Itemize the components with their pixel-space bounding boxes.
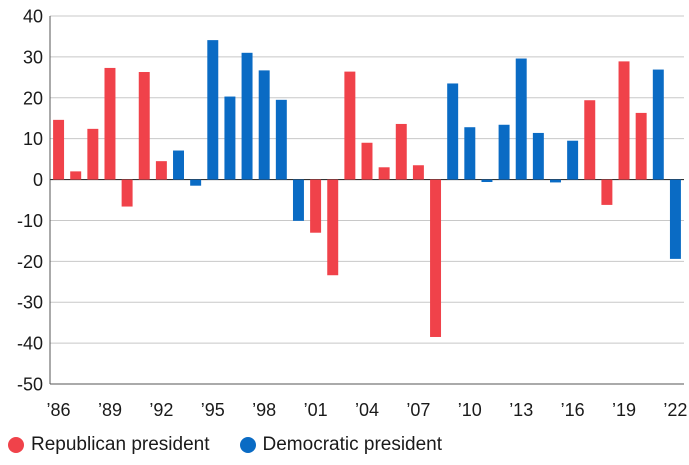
bar-2016 — [567, 140, 579, 180]
bar-2001 — [310, 179, 322, 233]
bar-2021 — [652, 69, 664, 180]
y-tick-label: 0 — [33, 170, 43, 190]
y-tick-label: -10 — [17, 211, 43, 231]
chart-svg: 40 30 20 10 0 -10 -20 -30 -40 -50’86 ’89 ’92 ’95 ’98 ’… — [17, 7, 687, 421]
bar-1990 — [121, 179, 133, 207]
bar-2012 — [498, 124, 510, 180]
bar-2007 — [412, 165, 424, 180]
x-tick-label: ’04 — [355, 400, 379, 420]
x-tick-label: ’95 — [201, 400, 225, 420]
x-tick-label: ’10 — [458, 400, 482, 420]
bar-2017 — [584, 100, 596, 180]
bar-1993 — [173, 150, 184, 180]
x-tick-label: ’13 — [509, 400, 533, 420]
bar-1994 — [190, 179, 202, 186]
bar-1986 — [53, 119, 65, 180]
bar-2018 — [601, 179, 613, 205]
x-tick-label: ’19 — [612, 400, 636, 420]
x-tick-label: ’16 — [561, 400, 585, 420]
y-tick-label: 20 — [23, 88, 43, 108]
bar-1997 — [241, 52, 253, 180]
bar-2005 — [378, 167, 390, 180]
bar-2003 — [344, 71, 356, 180]
gridlines — [50, 15, 684, 385]
x-tick-label: ’01 — [304, 400, 328, 420]
x-tick-label: ’92 — [149, 400, 173, 420]
legend-label-republican: Republican president — [31, 434, 210, 455]
bar-1991 — [138, 72, 150, 180]
bar-2009 — [447, 83, 459, 180]
bar-1989 — [104, 67, 116, 180]
bar-2002 — [327, 179, 339, 276]
y-tick-label: 10 — [23, 129, 43, 149]
bar-1988 — [87, 128, 99, 180]
x-tick-label: ’07 — [406, 400, 430, 420]
bar-1998 — [258, 70, 270, 180]
bar-2019 — [618, 61, 630, 180]
x-tick-label: ’89 — [98, 400, 122, 420]
y-tick-label: 30 — [23, 47, 43, 67]
x-tick-label: ’86 — [47, 400, 71, 420]
bars — [53, 40, 681, 337]
legend-item-republican: Republican president — [8, 434, 210, 456]
y-tick-label: 40 — [23, 7, 43, 27]
x-tick-label: ’22 — [663, 400, 687, 420]
y-tick-label: -20 — [17, 252, 43, 272]
bar-1992 — [155, 161, 167, 180]
legend-item-democratic: Democratic president — [239, 434, 443, 456]
bar-2020 — [635, 112, 647, 180]
bar-2011 — [481, 179, 493, 183]
bar-2004 — [361, 142, 373, 180]
bar-2000 — [292, 179, 304, 221]
axes: 40 30 20 10 0 -10 -20 -30 -40 -50’86 ’89 ’92 ’95 ’98 ’… — [17, 7, 687, 421]
bar-2015 — [550, 179, 561, 183]
bar-1999 — [275, 99, 287, 180]
bar-2013 — [515, 58, 527, 180]
legend: Republican president Democratic presiden… — [8, 434, 472, 456]
bar-2008 — [430, 179, 442, 337]
x-tick-label: ’98 — [252, 400, 276, 420]
bar-1996 — [224, 96, 236, 180]
y-tick-label: -40 — [17, 334, 43, 354]
legend-swatch-republican — [8, 437, 24, 453]
bar-1987 — [70, 171, 82, 180]
bar-2010 — [464, 127, 476, 180]
legend-label-democratic: Democratic president — [262, 434, 443, 455]
y-tick-label: -30 — [17, 293, 43, 313]
bar-2014 — [532, 132, 544, 180]
bar-2006 — [395, 123, 407, 180]
legend-swatch-democratic — [239, 437, 256, 453]
y-tick-label: -50 — [17, 375, 43, 395]
bar-2022 — [669, 179, 681, 259]
bar-1995 — [207, 40, 219, 180]
